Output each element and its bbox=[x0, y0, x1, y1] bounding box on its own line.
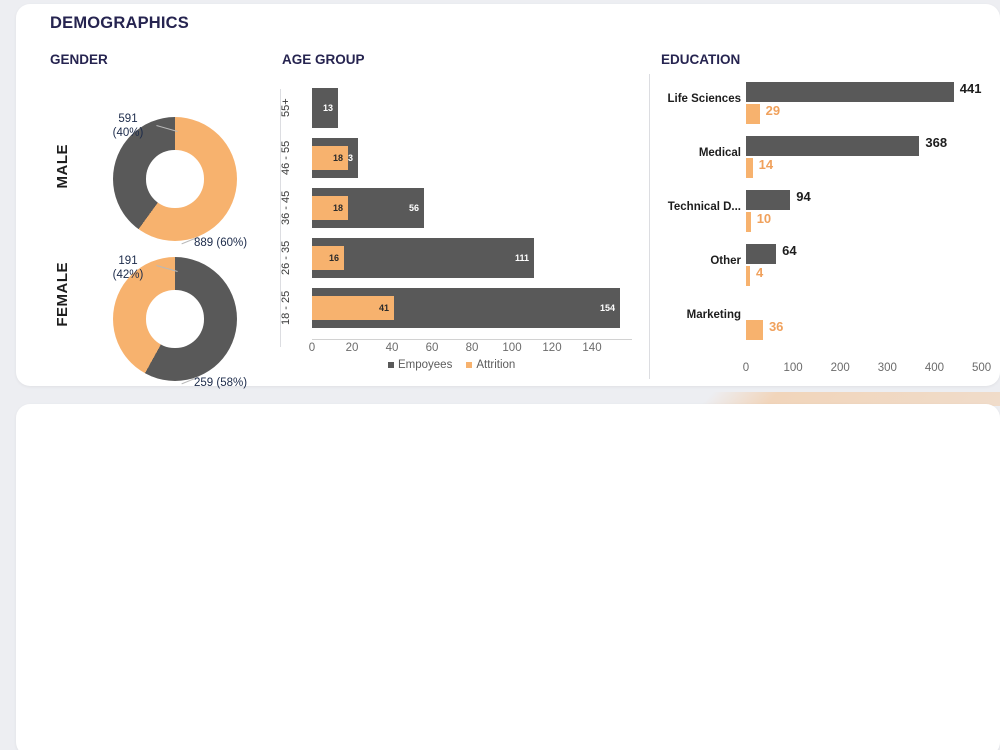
education-employees-bar bbox=[746, 82, 954, 102]
age-employees-value: 154 bbox=[599, 303, 615, 313]
female-attrition-callout: 191 (42%) bbox=[98, 254, 158, 282]
age-attrition-value: 16 bbox=[328, 253, 339, 263]
age-attrition-value: 41 bbox=[378, 303, 389, 313]
age-group-section-title: AGE GROUP bbox=[282, 52, 365, 67]
education-section-title: EDUCATION bbox=[661, 52, 741, 67]
education-x-tick: 200 bbox=[830, 362, 850, 374]
age-employees-bar: 13 bbox=[312, 88, 338, 128]
male-attrition-percent: (40%) bbox=[112, 127, 144, 139]
female-attrition-percent: (42%) bbox=[112, 269, 144, 281]
education-employees-bar bbox=[746, 244, 777, 264]
education-attrition-value: 10 bbox=[756, 211, 772, 226]
education-employees-value: 441 bbox=[959, 81, 982, 96]
page-title: DEMOGRAPHICS bbox=[50, 14, 189, 32]
donut-chart-female bbox=[113, 257, 237, 381]
education-x-tick: 500 bbox=[971, 362, 992, 374]
education-attrition-bar bbox=[746, 158, 753, 178]
gender-label-male: MALE bbox=[54, 144, 71, 189]
legend-label: Attrition bbox=[476, 359, 516, 371]
age-x-tick: 120 bbox=[542, 342, 562, 354]
age-x-tick: 20 bbox=[345, 342, 359, 354]
education-x-tick: 400 bbox=[924, 362, 945, 374]
male-attrition-callout: 591 (40%) bbox=[98, 112, 158, 140]
female-employees-callout: 259 (58%) bbox=[194, 377, 248, 389]
male-employees-callout: 889 (60%) bbox=[194, 237, 248, 249]
gender-label-female: FEMALE bbox=[54, 262, 71, 327]
age-chart-x-axis: 0 20 40 60 80 100 120 140 bbox=[308, 342, 650, 358]
education-employees-value: 368 bbox=[925, 135, 948, 150]
age-x-tick: 80 bbox=[465, 342, 479, 354]
age-employees-value: 56 bbox=[408, 203, 419, 213]
age-attrition-bar: 41 bbox=[312, 296, 394, 320]
age-chart-baseline bbox=[312, 339, 632, 340]
age-chart-axis-line bbox=[280, 89, 281, 347]
education-x-tick: 0 bbox=[742, 362, 750, 374]
education-attrition-bar bbox=[746, 320, 763, 340]
education-category-label: Life Sciences bbox=[667, 93, 741, 105]
education-category-label: Other bbox=[710, 255, 741, 267]
education-employees-value: 94 bbox=[796, 189, 811, 204]
education-category-label: Medical bbox=[698, 147, 741, 159]
age-attrition-value: 18 bbox=[332, 153, 343, 163]
legend-swatch bbox=[466, 362, 473, 368]
legend-swatch bbox=[388, 362, 394, 368]
education-x-tick: 100 bbox=[783, 362, 803, 374]
age-employees-value: 13 bbox=[322, 103, 333, 113]
education-attrition-value: 36 bbox=[768, 319, 784, 334]
demographics-card: DEMOGRAPHICS GENDER AGE GROUP EDUCATION … bbox=[16, 4, 1000, 389]
education-category-label: Technical D... bbox=[667, 201, 741, 213]
age-x-tick: 140 bbox=[582, 342, 602, 354]
age-attrition-value: 18 bbox=[332, 203, 343, 213]
age-employees-bar: 111 bbox=[312, 238, 534, 278]
education-attrition-value: 4 bbox=[756, 265, 764, 280]
education-attrition-bar bbox=[746, 212, 751, 232]
age-attrition-bar: 18 bbox=[312, 146, 348, 170]
age-chart-legend: Empoyees Attrition bbox=[388, 359, 515, 371]
divider-education bbox=[649, 74, 650, 379]
age-x-tick: 0 bbox=[308, 342, 316, 354]
age-x-tick: 40 bbox=[385, 342, 399, 354]
age-employees-value: 111 bbox=[514, 253, 529, 263]
education-employees-bar bbox=[746, 190, 791, 210]
education-employees-bar bbox=[746, 136, 920, 156]
education-attrition-value: 29 bbox=[765, 103, 781, 118]
education-attrition-bar bbox=[746, 266, 750, 286]
age-x-tick: 100 bbox=[502, 342, 522, 354]
age-x-tick: 60 bbox=[425, 342, 439, 354]
education-attrition-value: 14 bbox=[758, 157, 774, 172]
donut-chart-male bbox=[113, 117, 237, 241]
legend-item: Empoyees bbox=[388, 359, 452, 371]
male-attrition-value: 591 bbox=[118, 113, 138, 125]
education-x-tick: 300 bbox=[877, 362, 897, 374]
education-chart: Life Sciences 441 29 Medical 368 14 Technical … bbox=[661, 81, 1000, 352]
legend-item: Attrition bbox=[466, 359, 515, 371]
bottom-card: AVG. MONTHLY INCOME MONTHLY SALARY SLAB … bbox=[16, 404, 1000, 750]
education-employees-value: 64 bbox=[782, 243, 797, 258]
age-attrition-bar: 18 bbox=[312, 196, 348, 220]
legend-label: Empoyees bbox=[398, 359, 453, 371]
education-attrition-bar bbox=[746, 104, 760, 124]
age-attrition-bar: 16 bbox=[312, 246, 344, 270]
gender-section-title: GENDER bbox=[50, 52, 108, 67]
female-attrition-value: 191 bbox=[118, 255, 138, 267]
education-category-label: Marketing bbox=[686, 309, 741, 321]
